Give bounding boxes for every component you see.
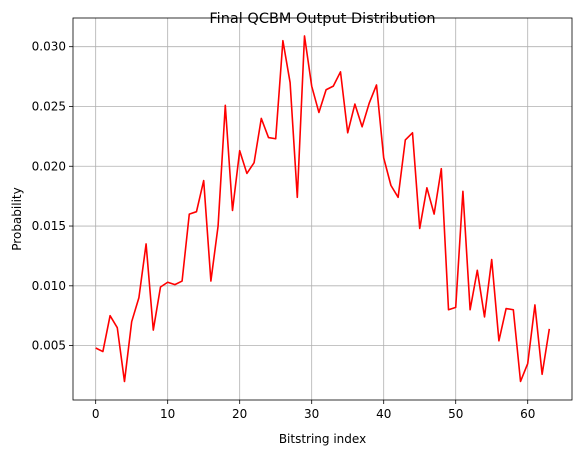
x-tick-label: 50 bbox=[448, 407, 463, 421]
series-line bbox=[95, 35, 551, 383]
y-tick-label: 0.010 bbox=[32, 279, 66, 293]
y-tick-label: 0.015 bbox=[32, 219, 66, 233]
x-tick-label: 10 bbox=[160, 407, 175, 421]
x-tick-label: 20 bbox=[232, 407, 247, 421]
grid bbox=[73, 18, 572, 400]
x-tick-label: 40 bbox=[376, 407, 391, 421]
ticks: 0 10 20 30 40 50 60 0.005 0.010 0.015 0.020 0.025 0.… bbox=[32, 40, 536, 421]
y-tick-label: 0.030 bbox=[32, 40, 66, 54]
x-tick-label: 0 bbox=[92, 407, 100, 421]
y-tick-label: 0.025 bbox=[32, 99, 66, 113]
y-tick-label: 0.020 bbox=[32, 159, 66, 173]
y-tick-label: 0.005 bbox=[32, 339, 66, 353]
x-tick-label: 60 bbox=[520, 407, 535, 421]
x-tick-label: 30 bbox=[304, 407, 319, 421]
plot-frame bbox=[72, 17, 573, 401]
x-axis-label: Bitstring index bbox=[279, 432, 366, 446]
y-axis-label: Probability bbox=[10, 187, 24, 250]
chart-title: Final QCBM Output Distribution bbox=[209, 11, 435, 27]
